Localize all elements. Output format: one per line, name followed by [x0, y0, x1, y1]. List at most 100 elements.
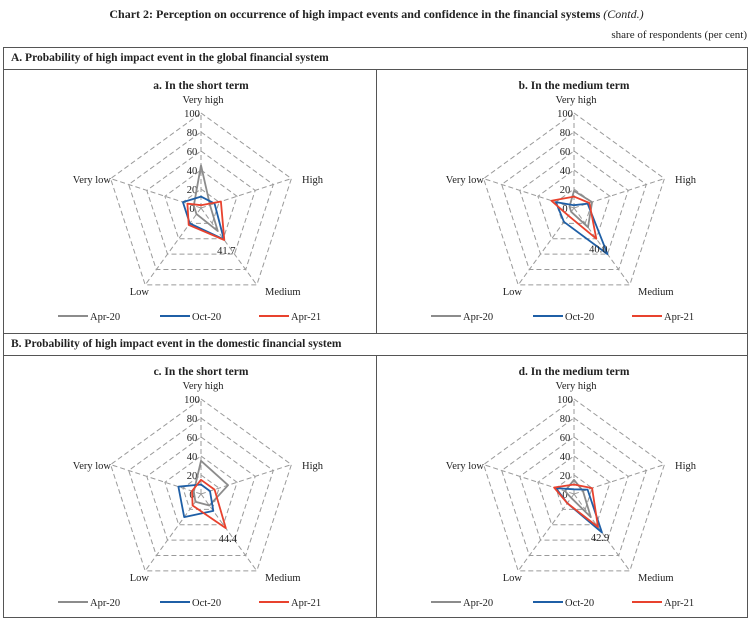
panel-c: c. In the short term 100 80 60 40 20 0 Very hig…	[4, 356, 376, 619]
chart-title-suffix: (Contd.)	[603, 7, 644, 21]
axis-tick-label: 100	[557, 109, 573, 120]
axis-label-low: Low	[130, 287, 150, 298]
axis-label-very-high: Very high	[555, 381, 597, 392]
divider-bottom	[376, 356, 377, 618]
unit-label: share of respondents (per cent)	[611, 29, 747, 41]
axis-label-very-low: Very low	[73, 175, 112, 186]
axis-label-very-low: Very low	[73, 461, 112, 472]
grid-ring	[537, 169, 611, 240]
section-a-header: A. Probability of high impact event in t…	[3, 47, 748, 70]
panel-title: c. In the short term	[154, 366, 249, 378]
axis-tick-label: 40	[560, 166, 571, 177]
axis-tick-label: 20	[187, 185, 198, 196]
data-label: 44.4	[219, 534, 238, 545]
panel-title: a. In the short term	[153, 80, 249, 92]
grid-ring	[501, 417, 647, 556]
axis-label-medium: Medium	[265, 573, 301, 584]
axis-tick-label: 80	[187, 128, 198, 139]
legend-label-apr-21: Apr-21	[664, 598, 694, 609]
axis-tick-label: 60	[187, 433, 198, 444]
axis-label-medium: Medium	[638, 287, 674, 298]
grid-ring	[128, 131, 274, 270]
legend-label-oct-20: Oct-20	[565, 598, 594, 609]
axis-tick-label: 60	[187, 147, 198, 158]
grid-ring	[501, 131, 647, 270]
chart-title: Chart 2: Perception on occurrence of hig…	[0, 7, 753, 22]
axis-label-very-low: Very low	[446, 175, 485, 186]
axis-label-medium: Medium	[265, 287, 301, 298]
axis-tick-label: 80	[560, 414, 571, 425]
legend-label-apr-20: Apr-20	[463, 598, 493, 609]
grid-ring	[110, 112, 292, 286]
radar-chart-b: b. In the medium term 100 80 60 40 20 0 Very hi…	[431, 80, 697, 323]
axis-tick-label: 100	[184, 109, 200, 120]
axis-label-very-high: Very high	[182, 381, 224, 392]
series-line-oct-20	[554, 201, 609, 256]
axis-label-low: Low	[130, 573, 150, 584]
axis-tick-label: 60	[560, 433, 571, 444]
grid-ring	[110, 398, 292, 572]
axis-tick-label: 100	[557, 395, 573, 406]
legend-label-oct-20: Oct-20	[192, 312, 221, 323]
axis-label-low: Low	[503, 287, 523, 298]
legend-label-apr-20: Apr-20	[90, 598, 120, 609]
grid-ring	[128, 417, 274, 556]
radar-chart-d: d. In the medium term 100 80 60 40 20 0 Very hi…	[431, 366, 697, 609]
grid-ring	[164, 169, 238, 240]
grid-ring	[483, 112, 665, 286]
legend-label-oct-20: Oct-20	[192, 598, 221, 609]
grid-ring	[164, 455, 238, 526]
legend-label-oct-20: Oct-20	[565, 312, 594, 323]
series-line-apr-21	[550, 195, 598, 240]
data-label: 41.7	[217, 246, 235, 257]
axis-tick-label: 80	[560, 128, 571, 139]
axis-label-very-high: Very high	[182, 95, 224, 106]
axis-tick-label: 80	[187, 414, 198, 425]
grid-ring	[537, 455, 611, 526]
axis-label-medium: Medium	[638, 573, 674, 584]
grid-spoke	[144, 207, 202, 286]
axis-tick-label: 0	[562, 204, 567, 215]
axis-tick-label: 100	[184, 395, 200, 406]
chart-title-text: Chart 2: Perception on occurrence of hig…	[109, 7, 601, 21]
axis-label-high: High	[675, 461, 697, 472]
grid-spoke	[517, 493, 575, 572]
series-line-oct-20	[554, 487, 603, 534]
series-line-apr-21	[191, 478, 227, 530]
legend-label-apr-21: Apr-21	[664, 312, 694, 323]
grid-ring	[555, 474, 593, 510]
grid-spoke	[517, 207, 575, 286]
section-b-header: B. Probability of high impact event in t…	[3, 333, 748, 356]
axis-tick-label: 0	[562, 490, 567, 501]
data-label: 40.0	[589, 245, 607, 256]
axis-tick-label: 20	[560, 471, 571, 482]
legend-label-apr-20: Apr-20	[90, 312, 120, 323]
panel-a: a. In the short term 100 80 60 40 20 0 Very hig…	[4, 70, 376, 333]
axis-tick-label: 40	[560, 452, 571, 463]
grid-ring	[182, 188, 220, 224]
series-line-apr-21	[553, 483, 599, 528]
radar-chart-a: a. In the short term 100 80 60 40 20 0 Very hig…	[58, 80, 324, 323]
legend-label-apr-20: Apr-20	[463, 312, 493, 323]
series-line-oct-20	[177, 483, 215, 519]
axis-tick-label: 20	[187, 471, 198, 482]
legend-label-apr-21: Apr-21	[291, 598, 321, 609]
panel-title: b. In the medium term	[519, 80, 630, 92]
panel-b: b. In the medium term 100 80 60 40 20 0 Very hi…	[377, 70, 749, 333]
axis-tick-label: 20	[560, 185, 571, 196]
data-label: 42.9	[591, 533, 609, 544]
axis-label-high: High	[302, 461, 324, 472]
panel-title: d. In the medium term	[519, 366, 630, 378]
legend-label-apr-21: Apr-21	[291, 312, 321, 323]
axis-tick-label: 40	[187, 166, 198, 177]
axis-tick-label: 60	[560, 147, 571, 158]
series-line-apr-21	[186, 200, 226, 241]
axis-label-very-high: Very high	[555, 95, 597, 106]
axis-label-high: High	[675, 175, 697, 186]
divider-top	[376, 70, 377, 333]
axis-label-high: High	[302, 175, 324, 186]
panel-d: d. In the medium term 100 80 60 40 20 0 Very hi…	[377, 356, 749, 619]
axis-label-low: Low	[503, 573, 523, 584]
axis-tick-label: 0	[189, 204, 194, 215]
